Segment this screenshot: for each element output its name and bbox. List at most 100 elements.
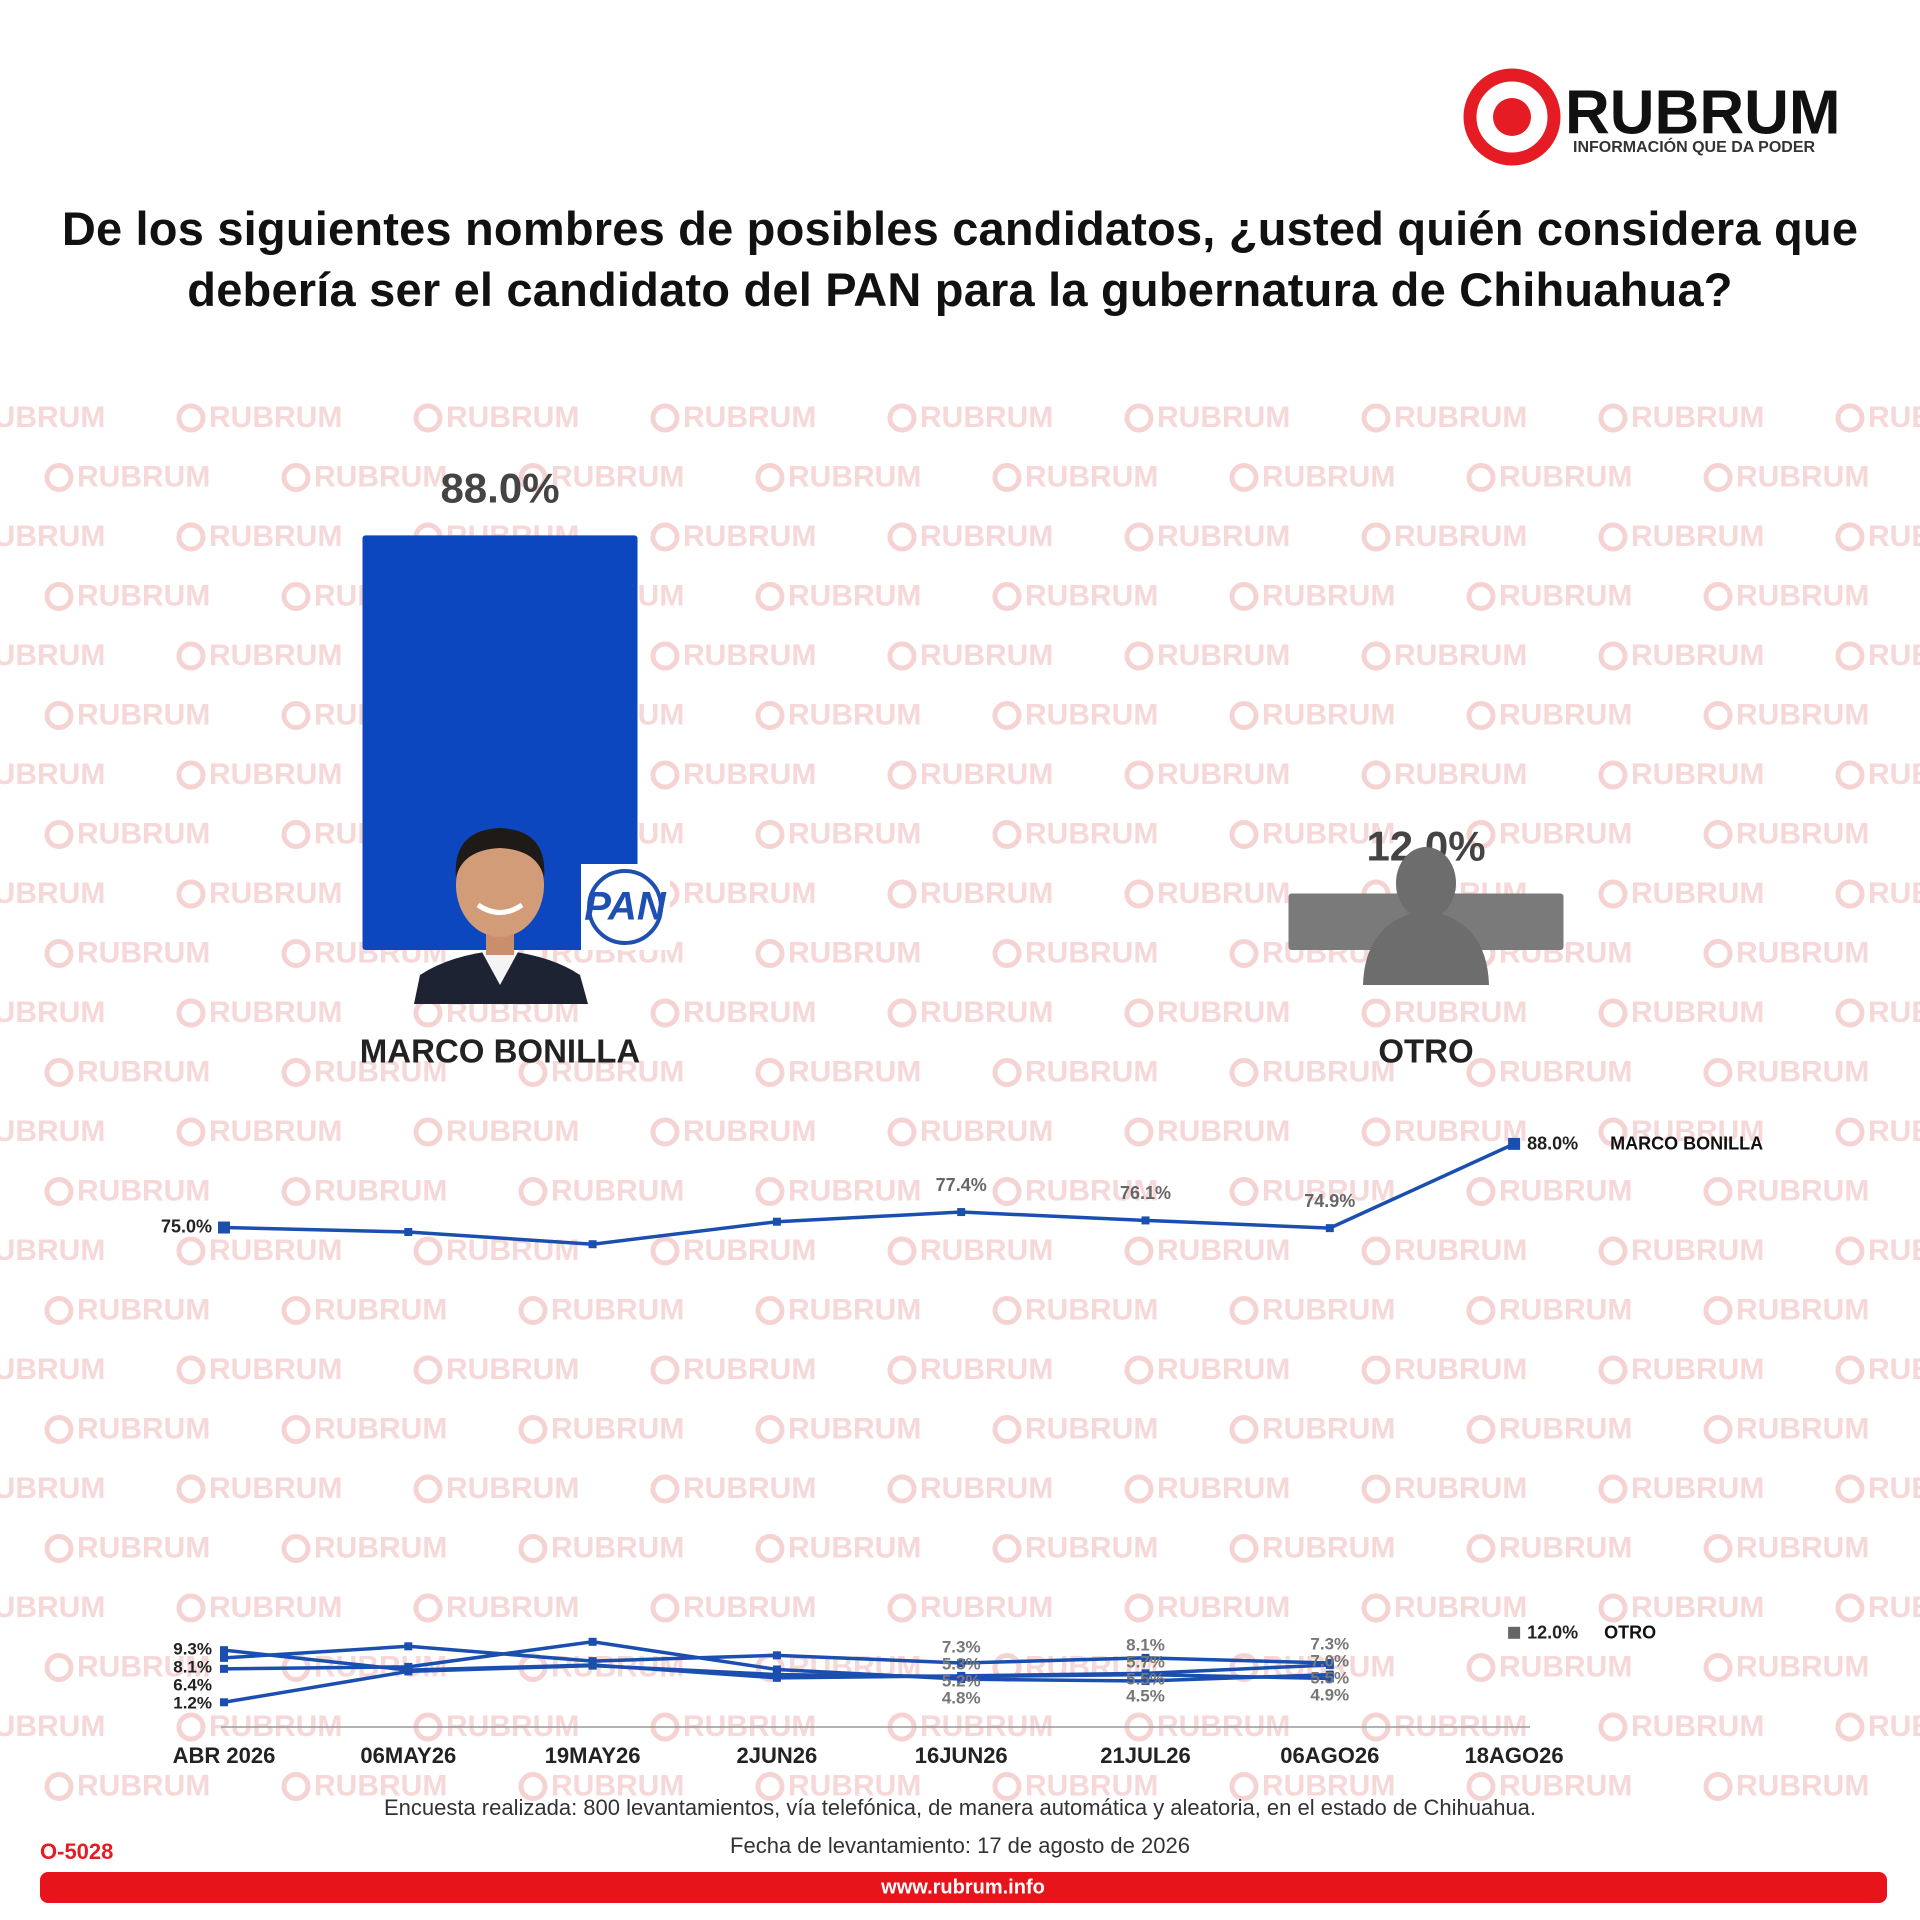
watermark-text: RUBRUM [1025, 1650, 1158, 1683]
watermark-text: RUBRUM [683, 1591, 816, 1624]
watermark-text: RUBRUM [1157, 520, 1290, 553]
watermark-text: RUBRUM [209, 1115, 342, 1148]
watermark-icon [1124, 879, 1154, 909]
point-marker [404, 1662, 413, 1671]
watermark-icon [887, 998, 917, 1028]
watermark-text: RUBRUM [1025, 1174, 1158, 1207]
watermark-text: RUBRUM [551, 1055, 684, 1088]
x-tick-label: 19MAY26 [545, 1743, 641, 1768]
point-marker [1508, 1137, 1521, 1150]
watermark-icon [281, 701, 311, 730]
watermark-text: RUBRUM [683, 401, 816, 434]
watermark-text: RUBRUM [209, 1234, 342, 1267]
watermark-icon [1124, 403, 1154, 433]
watermark-text: RUBRUM [1868, 639, 1920, 672]
watermark-icon [413, 1117, 443, 1147]
watermark-text: RUBRUM [1157, 1591, 1290, 1624]
watermark-text: RUBRUM [446, 1353, 579, 1386]
watermark-icon [1124, 998, 1154, 1028]
watermark-icon [887, 1236, 917, 1266]
watermark-text: RUBRUM [1025, 698, 1158, 731]
x-tick-label: 2JUN26 [737, 1743, 818, 1768]
watermark-text: RUBRUM [1262, 1769, 1395, 1802]
watermark-icon [44, 1653, 74, 1682]
watermark-text: RUBRUM [209, 1591, 342, 1624]
watermark-icon [755, 1058, 785, 1087]
watermark-text: RUBRUM [788, 1293, 921, 1326]
brand-name: RUBRUM [1565, 78, 1841, 147]
watermark-icon [992, 939, 1022, 968]
watermark-text: RUBRUM [1394, 1234, 1527, 1267]
point-label: 5.3% [942, 1655, 981, 1674]
watermark-text: RUBRUM [1868, 758, 1920, 791]
watermark-icon [518, 1058, 548, 1087]
watermark-icon [1229, 820, 1259, 849]
point-marker [772, 1670, 781, 1679]
watermark-text: RUBRUM [920, 877, 1053, 910]
watermark-text: RUBRUM [209, 996, 342, 1029]
watermark-text: RUBRUM [77, 460, 210, 493]
point-label: 6.4% [173, 1676, 212, 1695]
watermark-icon [1598, 1355, 1628, 1385]
watermark-icon [755, 1534, 785, 1563]
category-label: OTRO [1378, 1033, 1473, 1070]
watermark-text: RUBRUM [1631, 1710, 1764, 1743]
watermark-icon [992, 1058, 1022, 1087]
watermark-text: RUBRUM [77, 698, 210, 731]
watermark-text: RUBRUM [209, 1353, 342, 1386]
watermark-text: RUBRUM [209, 520, 342, 553]
watermark-text: RUBRUM [0, 877, 105, 910]
watermark-icon [887, 879, 917, 909]
watermark-icon [755, 1772, 785, 1801]
watermark-text: RUBRUM [683, 1353, 816, 1386]
watermark-icon [176, 1593, 206, 1623]
watermark-text: RUBRUM [1157, 1115, 1290, 1148]
point-marker [1141, 1677, 1150, 1686]
watermark-text: RUBRUM [1631, 758, 1764, 791]
watermark-icon [992, 1296, 1022, 1325]
x-tick-label: 06MAY26 [360, 1743, 456, 1768]
watermark-text: RUBRUM [920, 1591, 1053, 1624]
watermark-text: RUBRUM [551, 1174, 684, 1207]
watermark-text: RUBRUM [1631, 401, 1764, 434]
watermark-text: RUBRUM [1868, 1115, 1920, 1148]
watermark-icon [1466, 820, 1496, 849]
watermark-icon [1703, 582, 1733, 611]
watermark-icon [413, 998, 443, 1028]
watermark-text: RUBRUM [920, 639, 1053, 672]
watermark-icon [1229, 939, 1259, 968]
watermark-text: RUBRUM [788, 1769, 921, 1802]
watermark-text: RUBRUM [1868, 1591, 1920, 1624]
watermark-text: RUBRUM [788, 579, 921, 612]
watermark-icon [992, 1415, 1022, 1444]
watermark-icon [44, 1296, 74, 1325]
watermark-text: RUBRUM [1157, 639, 1290, 672]
watermark-icon [992, 820, 1022, 849]
watermark-text: RUBRUM [1025, 1769, 1158, 1802]
watermark-icon [281, 1534, 311, 1563]
watermark-icon [650, 1593, 680, 1623]
watermark-text: RUBRUM [920, 996, 1053, 1029]
point-label: 4.8% [942, 1689, 981, 1708]
watermark-text: RUBRUM [1394, 1353, 1527, 1386]
watermark-text: RUBRUM [0, 1353, 105, 1386]
watermark-icon [44, 1772, 74, 1801]
watermark-text: RUBRUM [1394, 639, 1527, 672]
watermark-text: RUBRUM [1157, 877, 1290, 910]
watermark-icon [755, 1177, 785, 1206]
watermark-icon [281, 1058, 311, 1087]
watermark-icon [176, 522, 206, 552]
watermark-icon [992, 463, 1022, 492]
watermark-icon [1835, 1474, 1865, 1504]
watermark-text: RUBRUM [1868, 520, 1920, 553]
watermark-text: RUBRUM [1262, 817, 1395, 850]
watermark-icon [755, 463, 785, 492]
watermark-icon [1361, 1474, 1391, 1504]
point-label: 4.9% [1310, 1685, 1349, 1704]
watermark-icon [650, 1236, 680, 1266]
watermark-text: RUBRUM [1394, 758, 1527, 791]
watermark-text: RUBRUM [1025, 817, 1158, 850]
watermark-icon [1598, 1236, 1628, 1266]
brand-tagline: INFORMACIÓN QUE DA PODER [1573, 137, 1816, 156]
watermark-text: RUBRUM [1499, 1531, 1632, 1564]
